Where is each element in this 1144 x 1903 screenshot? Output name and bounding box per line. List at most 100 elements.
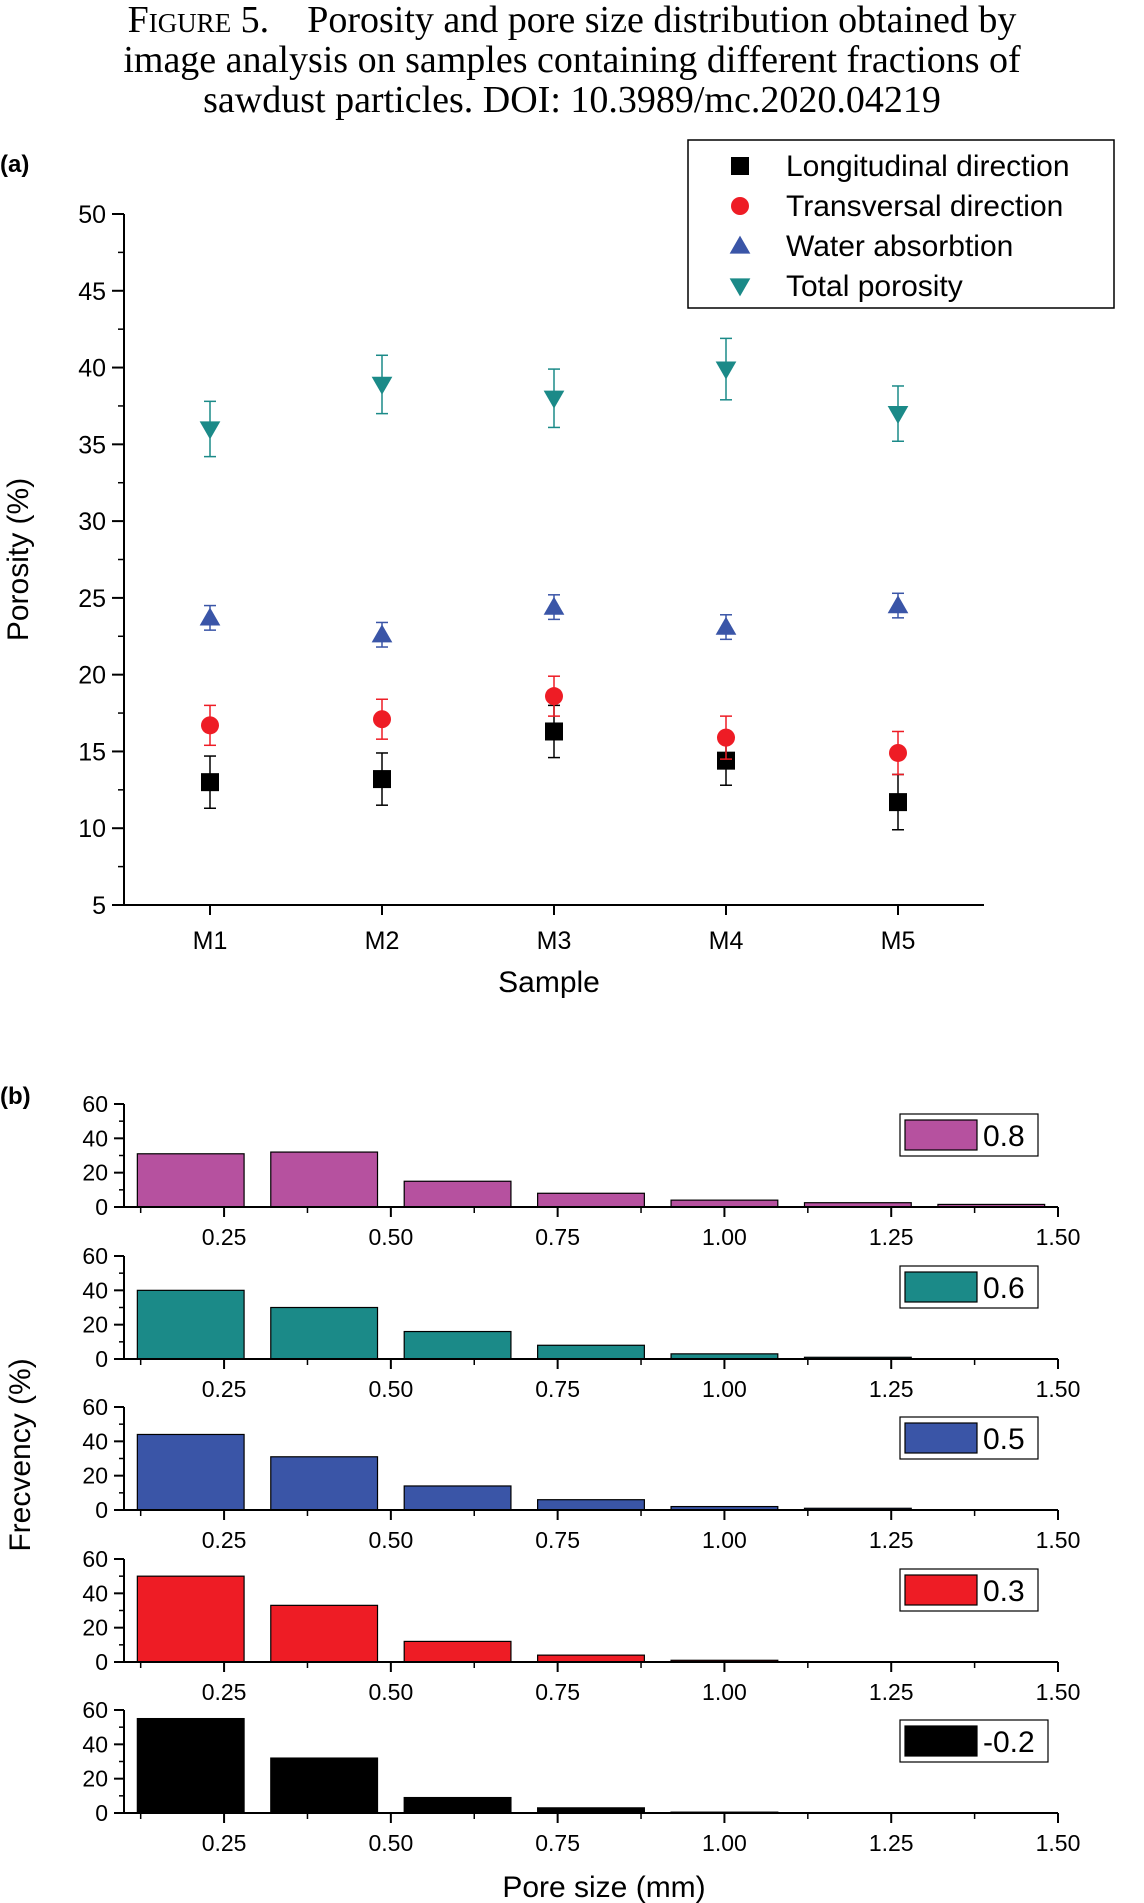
x-tick-label: 1.50 (1036, 1224, 1081, 1250)
data-point (201, 716, 219, 735)
x-tick-label: 1.00 (702, 1830, 747, 1856)
y-tick-label: 60 (82, 1697, 108, 1723)
data-point (201, 773, 219, 792)
y-tick-label: 40 (78, 355, 106, 383)
figure-caption: Figure 5. Porosity and pore size distrib… (0, 0, 1144, 120)
y-tick-label: 20 (82, 1160, 108, 1186)
bar (537, 1192, 645, 1208)
caption-line-3: sawdust particles. DOI: 10.3989/mc.2020.… (203, 79, 941, 121)
data-point (371, 376, 393, 395)
y-tick-label: 40 (82, 1277, 108, 1303)
y-tick-label: 10 (78, 815, 106, 843)
x-tick-label: 0.50 (368, 1527, 413, 1553)
legend-label: Water absorbtion (786, 230, 1013, 263)
y-tick-label: 50 (78, 201, 106, 229)
x-tick-label: 1.25 (869, 1376, 914, 1402)
subplot-0.8: 0 20 40 60 0.25 0.50 0.75 1.00 1.25 1.50 0.8 (82, 1091, 1080, 1250)
x-tick-label: 0.25 (202, 1527, 247, 1553)
y-tick-label: 0 (95, 1194, 108, 1220)
legend-box (687, 139, 1115, 309)
x-tick-label: M2 (365, 927, 400, 955)
data-point (543, 390, 565, 409)
y-tick-label: 0 (95, 1346, 108, 1372)
legend-marker (729, 278, 751, 297)
y-tick-label: 40 (82, 1125, 108, 1151)
data-point (373, 770, 391, 789)
series-total-porosity (199, 337, 909, 458)
bar (270, 1151, 379, 1208)
data-point (543, 596, 565, 615)
y-tick-label: 40 (82, 1731, 108, 1757)
x-tick-label: 0.50 (368, 1830, 413, 1856)
y-tick-label: 45 (78, 278, 106, 306)
bar (403, 1796, 512, 1814)
x-tick-label: 1.50 (1036, 1527, 1081, 1553)
legend-swatch (904, 1574, 978, 1606)
x-axis-title: Sample (498, 966, 600, 999)
legend-marker (731, 197, 749, 215)
x-tick-label: 0.25 (202, 1830, 247, 1856)
legend-label: 0.8 (983, 1120, 1025, 1153)
legend-swatch (904, 1119, 978, 1151)
panel-a-porosity-chart: (a) 5 10 15 20 25 30 35 40 45 50 M1 M2 M3 M4 M5 Sample Po… (0, 139, 1115, 999)
data-point (715, 616, 737, 635)
y-tick-label: 20 (78, 662, 106, 690)
caption-figure-label: Figure 5. (127, 0, 270, 41)
y-tick-label: 20 (82, 1312, 108, 1338)
data-point (371, 624, 393, 643)
caption-line-1: Figure 5. Porosity and pore size distrib… (0, 0, 1144, 40)
bar (403, 1640, 512, 1663)
x-tick-label: 1.00 (702, 1376, 747, 1402)
y-tick-label: 40 (82, 1428, 108, 1454)
x-tick-label: 0.25 (202, 1679, 247, 1705)
legend-swatch (904, 1271, 978, 1303)
series-longitudinal-direction (201, 704, 907, 831)
y-tick-label: 35 (78, 431, 106, 459)
series-water-absorbtion (199, 592, 909, 648)
y-axis-title: Porosity (%) (2, 478, 35, 641)
data-point (545, 722, 563, 741)
legend-swatch (904, 1725, 978, 1757)
x-tick-label: 0.75 (535, 1376, 580, 1402)
legend-label: 0.5 (983, 1423, 1025, 1456)
y-tick-label: 20 (82, 1615, 108, 1641)
x-tick-label: M3 (537, 927, 572, 955)
x-tick-label: M1 (193, 927, 228, 955)
caption-line-2: image analysis on samples containing dif… (123, 39, 1021, 81)
y-tick-label: 20 (82, 1766, 108, 1792)
legend: Longitudinal direction Transversal direct… (687, 139, 1115, 309)
bar (537, 1499, 645, 1511)
x-tick-label: 1.00 (702, 1527, 747, 1553)
data-point (545, 687, 563, 706)
bar (670, 1199, 779, 1208)
y-tick-label: 60 (82, 1546, 108, 1572)
y-tick-label: 60 (82, 1394, 108, 1420)
data-point (887, 595, 909, 614)
legend-label: -0.2 (983, 1726, 1035, 1759)
series-transversal-direction (201, 675, 907, 776)
legend-marker (731, 157, 749, 175)
bar (270, 1306, 379, 1360)
y-tick-label: 40 (82, 1580, 108, 1606)
x-tick-label: 1.00 (702, 1679, 747, 1705)
subplot-0.3: 0 20 40 60 0.25 0.50 0.75 1.00 1.25 1.50 0.3 (82, 1546, 1080, 1705)
x-tick-label: M4 (709, 927, 744, 955)
x-tick-label: 1.50 (1036, 1830, 1081, 1856)
bar (403, 1485, 512, 1511)
legend-label: Total porosity (786, 270, 963, 303)
x-tick-label: 0.50 (368, 1376, 413, 1402)
data-point (889, 793, 907, 812)
y-tick-label: 0 (95, 1497, 108, 1523)
panel-b-label: (b) (0, 1083, 31, 1110)
legend-swatch (904, 1422, 978, 1454)
bar (270, 1757, 379, 1814)
bar (537, 1344, 645, 1360)
bar (403, 1330, 512, 1360)
y-tick-label: 60 (82, 1243, 108, 1269)
x-tick-label: 1.25 (869, 1527, 914, 1553)
x-tick-label: 1.25 (869, 1224, 914, 1250)
x-tick-label: 1.50 (1036, 1679, 1081, 1705)
y-tick-label: 0 (95, 1800, 108, 1826)
bar (537, 1654, 645, 1663)
subplot--0.2: 0 20 40 60 0.25 0.50 0.75 1.00 1.25 1.50 -0.2 (82, 1697, 1080, 1856)
